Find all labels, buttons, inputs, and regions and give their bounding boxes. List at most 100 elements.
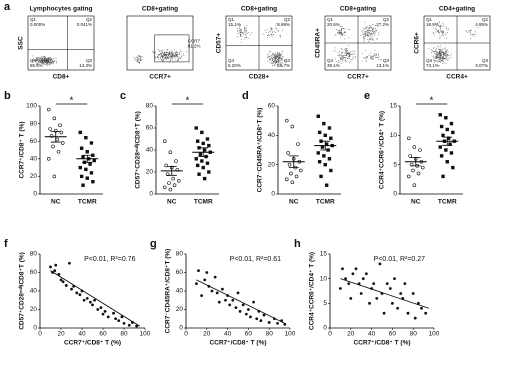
event-dot <box>166 58 168 59</box>
event-dot <box>176 55 178 56</box>
data-point <box>329 168 333 173</box>
event-dot <box>344 57 345 58</box>
data-point <box>372 282 376 285</box>
regression-line <box>340 278 429 309</box>
event-dot <box>280 36 281 38</box>
event-dot <box>444 54 446 56</box>
event-dot <box>277 56 279 58</box>
event-dot <box>38 60 39 62</box>
event-dot <box>376 57 377 59</box>
event-dot <box>271 60 273 62</box>
data-point <box>174 159 178 163</box>
data-point <box>114 317 117 321</box>
x-tick-label: 0 <box>184 331 188 338</box>
event-dot <box>50 62 52 63</box>
data-point <box>412 145 417 149</box>
x-axis-label: CCR7⁺/CD8⁺ T (%) <box>209 340 266 347</box>
event-dot <box>166 50 168 52</box>
event-dot <box>447 57 449 59</box>
event-dot <box>446 54 448 56</box>
data-point <box>276 321 279 325</box>
event-dot <box>281 62 283 63</box>
event-dot <box>50 59 52 60</box>
y-axis-label: CCR4⁺CCR6⁺/CD4⁺ T (%) <box>379 111 386 189</box>
event-dot <box>161 50 163 51</box>
data-point <box>284 118 289 123</box>
event-dot <box>269 51 271 52</box>
event-dot <box>477 26 479 28</box>
event-dot <box>171 52 172 54</box>
event-dot <box>441 30 443 31</box>
event-dot <box>441 60 443 62</box>
event-dot <box>164 53 166 55</box>
event-dot <box>271 33 273 35</box>
event-dot <box>175 54 177 55</box>
event-dot <box>275 53 277 55</box>
x-tick-label: 80 <box>120 331 128 338</box>
event-dot <box>141 56 143 58</box>
event-dot <box>140 56 142 57</box>
event-dot <box>174 56 175 57</box>
event-dot <box>36 62 38 64</box>
event-dot <box>441 58 442 60</box>
event-dot <box>445 51 447 53</box>
event-dot <box>446 56 448 57</box>
event-dot <box>441 54 443 56</box>
data-point <box>201 141 205 146</box>
quadrant-value: 69.7% <box>277 63 290 68</box>
event-dot <box>157 56 158 58</box>
event-dot <box>442 48 444 50</box>
y-tick-label: 0 <box>179 325 183 332</box>
event-dot <box>341 54 342 56</box>
event-dot <box>363 36 365 37</box>
y-tick-label: 40 <box>30 288 38 295</box>
data-point <box>205 137 210 141</box>
event-dot <box>439 53 441 55</box>
event-dot <box>368 27 370 29</box>
y-tick-label: 0 <box>393 191 397 198</box>
quadrant-value: 0.041% <box>77 22 92 27</box>
event-dot <box>272 54 274 55</box>
event-dot <box>369 31 371 33</box>
data-point <box>388 287 392 290</box>
event-dot <box>373 39 375 41</box>
y-tick-label: 0 <box>33 191 37 198</box>
event-dot <box>176 55 178 57</box>
plot-frame <box>27 15 95 71</box>
event-dot <box>44 58 46 60</box>
event-dot <box>368 27 370 29</box>
data-point <box>213 275 217 279</box>
event-dot <box>274 59 276 61</box>
x-tick-label: 20 <box>57 331 65 338</box>
data-point <box>298 168 303 173</box>
data-point <box>49 265 52 269</box>
regression-line <box>196 279 285 324</box>
event-dot <box>340 48 342 49</box>
data-point <box>49 134 54 138</box>
y-axis-label: CD57⁺CD28ⁿᵘˡˡ/CD8⁺T (%) <box>19 252 26 330</box>
event-dot <box>373 31 375 33</box>
event-dot <box>137 59 139 61</box>
data-point <box>349 297 353 300</box>
event-dot <box>281 59 283 61</box>
event-dot <box>365 33 366 35</box>
event-dot <box>267 35 269 37</box>
event-dot <box>177 59 179 61</box>
data-point <box>322 154 326 158</box>
event-dot <box>38 57 39 58</box>
event-dot <box>173 49 175 51</box>
event-dot <box>370 55 371 57</box>
data-point <box>106 315 110 319</box>
event-dot <box>241 39 242 40</box>
event-dot <box>163 54 165 56</box>
event-dot <box>446 37 448 39</box>
event-dot <box>239 26 240 28</box>
y-tick-label: 40 <box>30 156 38 163</box>
event-dot <box>282 60 283 62</box>
event-dot <box>241 29 242 31</box>
event-dot <box>366 56 368 58</box>
event-dot <box>339 61 341 62</box>
event-dot <box>340 58 342 60</box>
event-dot <box>435 28 436 30</box>
event-dot <box>344 52 346 54</box>
